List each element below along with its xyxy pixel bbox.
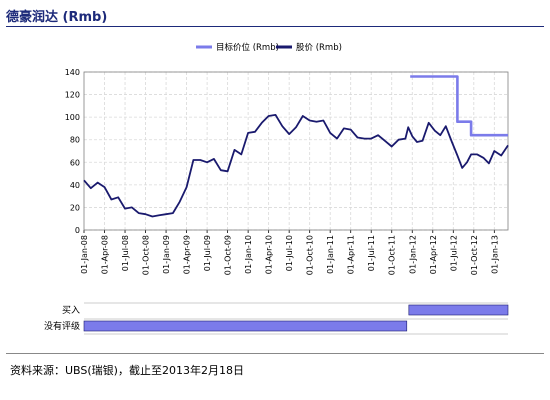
share-price-line (83, 114, 509, 218)
y-tick-label: 0 (75, 226, 80, 235)
rating-bar (408, 304, 509, 316)
rating-bar (83, 320, 408, 332)
x-tick-label: 01-Jan-12 (408, 235, 417, 274)
axes (83, 71, 509, 233)
x-tick-label: 01-Jul-11 (367, 235, 376, 271)
y-tick-label: 80 (70, 136, 80, 145)
x-tick-label: 01-Jul-08 (121, 235, 130, 271)
legend: 目标价位 (Rmb) 股价 (Rmb) (196, 42, 342, 53)
y-tick-label: 140 (65, 68, 80, 77)
y-tick-label: 40 (70, 181, 80, 190)
x-tick-label: 01-Jan-11 (326, 235, 335, 274)
target-price-line (410, 75, 508, 137)
legend-label: 目标价位 (Rmb) (216, 42, 279, 53)
x-tick-label: 01-Jan-13 (490, 235, 499, 274)
grid (84, 71, 508, 231)
x-tick-label: 01-Jan-10 (244, 235, 253, 274)
x-tick-label: 01-Apr-09 (183, 235, 192, 274)
x-tick-label: 01-Jan-09 (162, 235, 171, 274)
y-tick-labels: 0 20 40 60 80 100 120 140 (65, 68, 80, 235)
x-tick-label: 01-Jul-09 (203, 235, 212, 271)
title-rule (6, 26, 544, 27)
x-tick-label: 01-Oct-12 (470, 235, 479, 275)
x-tick-label: 01-Oct-08 (142, 235, 151, 275)
x-tick-label: 01-Apr-12 (429, 235, 438, 274)
x-tick-label: 01-Oct-11 (388, 235, 397, 275)
legend-label: 股价 (Rmb) (296, 43, 342, 53)
chart-title: 德豪润达 (Rmb) (6, 10, 108, 25)
x-tick-label: 01-Jan-08 (80, 235, 89, 274)
price-chart: 目标价位 (Rmb) 股价 (Rmb) 0 20 40 60 80 100 120 140 01… (44, 42, 509, 335)
x-tick-label: 01-Jul-10 (285, 235, 294, 271)
plot-frame (83, 71, 509, 231)
y-tick-label: 60 (70, 158, 80, 167)
source-note: 资料来源：UBS(瑞银)，截止至2013年2月18日 (10, 364, 244, 377)
x-tick-label: 01-Apr-11 (347, 235, 356, 274)
footer-rule (6, 353, 544, 354)
x-tick-label: 01-Jul-12 (449, 235, 458, 271)
y-tick-label: 100 (65, 113, 80, 122)
x-tick-label: 01-Apr-10 (265, 235, 274, 274)
series-lines (83, 75, 509, 218)
y-tick-label: 20 (70, 203, 80, 212)
x-tick-label: 01-Apr-08 (101, 235, 110, 274)
x-tick-label: 01-Oct-09 (224, 235, 233, 275)
x-tick-labels: 01-Jan-08 01-Apr-08 01-Jul-08 01-Oct-08 01-J… (80, 235, 499, 275)
rating-label: 买入 (62, 305, 80, 316)
x-tick-label: 01-Oct-10 (306, 235, 315, 275)
rating-label: 没有评级 (44, 320, 80, 332)
y-tick-label: 120 (65, 91, 80, 100)
